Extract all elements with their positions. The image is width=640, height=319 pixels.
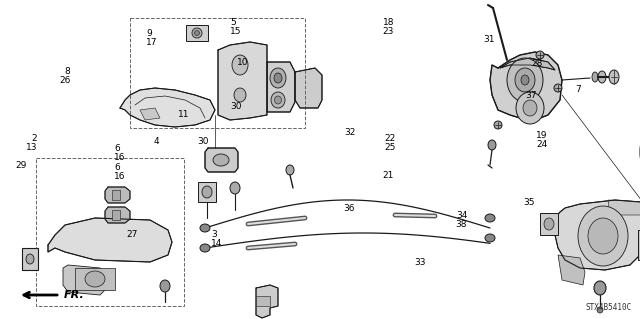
- Ellipse shape: [195, 31, 200, 35]
- Ellipse shape: [85, 271, 105, 287]
- Text: 9
17: 9 17: [146, 29, 157, 47]
- Bar: [256, 296, 270, 306]
- Text: 35: 35: [524, 198, 535, 207]
- Ellipse shape: [515, 68, 535, 92]
- Text: 28: 28: [531, 59, 543, 68]
- Ellipse shape: [588, 218, 618, 254]
- Polygon shape: [267, 62, 295, 112]
- Text: 29: 29: [15, 161, 27, 170]
- Polygon shape: [205, 148, 238, 172]
- Ellipse shape: [494, 121, 502, 129]
- Ellipse shape: [507, 58, 543, 102]
- Ellipse shape: [594, 281, 606, 295]
- Ellipse shape: [232, 55, 248, 75]
- Text: 21: 21: [383, 171, 394, 180]
- Text: 33: 33: [415, 258, 426, 267]
- Text: 11: 11: [178, 110, 189, 119]
- Text: 27: 27: [127, 230, 138, 239]
- Ellipse shape: [544, 218, 554, 230]
- Ellipse shape: [485, 214, 495, 222]
- Bar: [75, 268, 115, 290]
- Ellipse shape: [230, 182, 240, 194]
- Polygon shape: [256, 285, 278, 318]
- Ellipse shape: [488, 140, 496, 150]
- Text: 2
13: 2 13: [26, 134, 37, 152]
- Ellipse shape: [274, 73, 282, 83]
- Polygon shape: [48, 218, 172, 262]
- Text: 22
25: 22 25: [384, 134, 396, 152]
- Polygon shape: [120, 88, 215, 127]
- Polygon shape: [500, 58, 555, 70]
- Ellipse shape: [202, 186, 212, 198]
- Polygon shape: [105, 187, 130, 203]
- Ellipse shape: [578, 206, 628, 266]
- Ellipse shape: [523, 100, 537, 116]
- Text: 5
15: 5 15: [230, 18, 242, 36]
- Bar: [540, 213, 558, 235]
- Polygon shape: [105, 207, 130, 223]
- Text: 36: 36: [344, 204, 355, 213]
- Polygon shape: [63, 265, 105, 295]
- Text: 37: 37: [525, 91, 536, 100]
- Ellipse shape: [160, 280, 170, 292]
- Ellipse shape: [516, 92, 544, 124]
- Text: STX4B5410C: STX4B5410C: [586, 303, 632, 312]
- Bar: [186, 25, 208, 41]
- Bar: [22, 248, 38, 270]
- Ellipse shape: [521, 75, 529, 85]
- Text: 8
26: 8 26: [59, 67, 70, 85]
- Text: 7: 7: [575, 85, 580, 93]
- Ellipse shape: [200, 224, 210, 232]
- Bar: [198, 182, 216, 202]
- Polygon shape: [140, 108, 160, 120]
- Ellipse shape: [554, 84, 562, 92]
- Text: 30: 30: [230, 102, 242, 111]
- Ellipse shape: [275, 96, 282, 104]
- Bar: [112, 190, 120, 200]
- Text: 32: 32: [344, 128, 355, 137]
- Ellipse shape: [271, 92, 285, 108]
- Ellipse shape: [213, 154, 229, 166]
- Bar: [130, 18, 305, 128]
- Text: 18
23: 18 23: [383, 18, 394, 36]
- Text: 34
38: 34 38: [456, 211, 467, 229]
- Text: 3
14: 3 14: [211, 230, 223, 248]
- Ellipse shape: [234, 88, 246, 102]
- Polygon shape: [608, 200, 640, 215]
- Text: 10: 10: [237, 58, 248, 67]
- Text: 4: 4: [153, 137, 159, 146]
- Polygon shape: [295, 68, 322, 108]
- Text: FR.: FR.: [64, 290, 84, 300]
- Ellipse shape: [598, 71, 606, 83]
- Ellipse shape: [26, 254, 34, 264]
- Text: 19
24: 19 24: [536, 131, 548, 149]
- Ellipse shape: [536, 51, 544, 59]
- Polygon shape: [558, 255, 585, 285]
- Text: 30: 30: [197, 137, 209, 146]
- Ellipse shape: [270, 68, 286, 88]
- Ellipse shape: [192, 28, 202, 38]
- Bar: [638, 230, 640, 260]
- Ellipse shape: [592, 72, 598, 82]
- Text: 6
16: 6 16: [114, 144, 125, 162]
- Ellipse shape: [597, 307, 603, 313]
- Polygon shape: [490, 52, 562, 120]
- Ellipse shape: [200, 244, 210, 252]
- Polygon shape: [218, 42, 267, 120]
- Bar: [112, 210, 120, 220]
- Ellipse shape: [609, 70, 619, 84]
- Polygon shape: [555, 200, 640, 270]
- Ellipse shape: [286, 165, 294, 175]
- Text: 31: 31: [483, 35, 495, 44]
- Text: 6
16: 6 16: [114, 163, 125, 181]
- Bar: [36, 158, 184, 306]
- Ellipse shape: [485, 234, 495, 242]
